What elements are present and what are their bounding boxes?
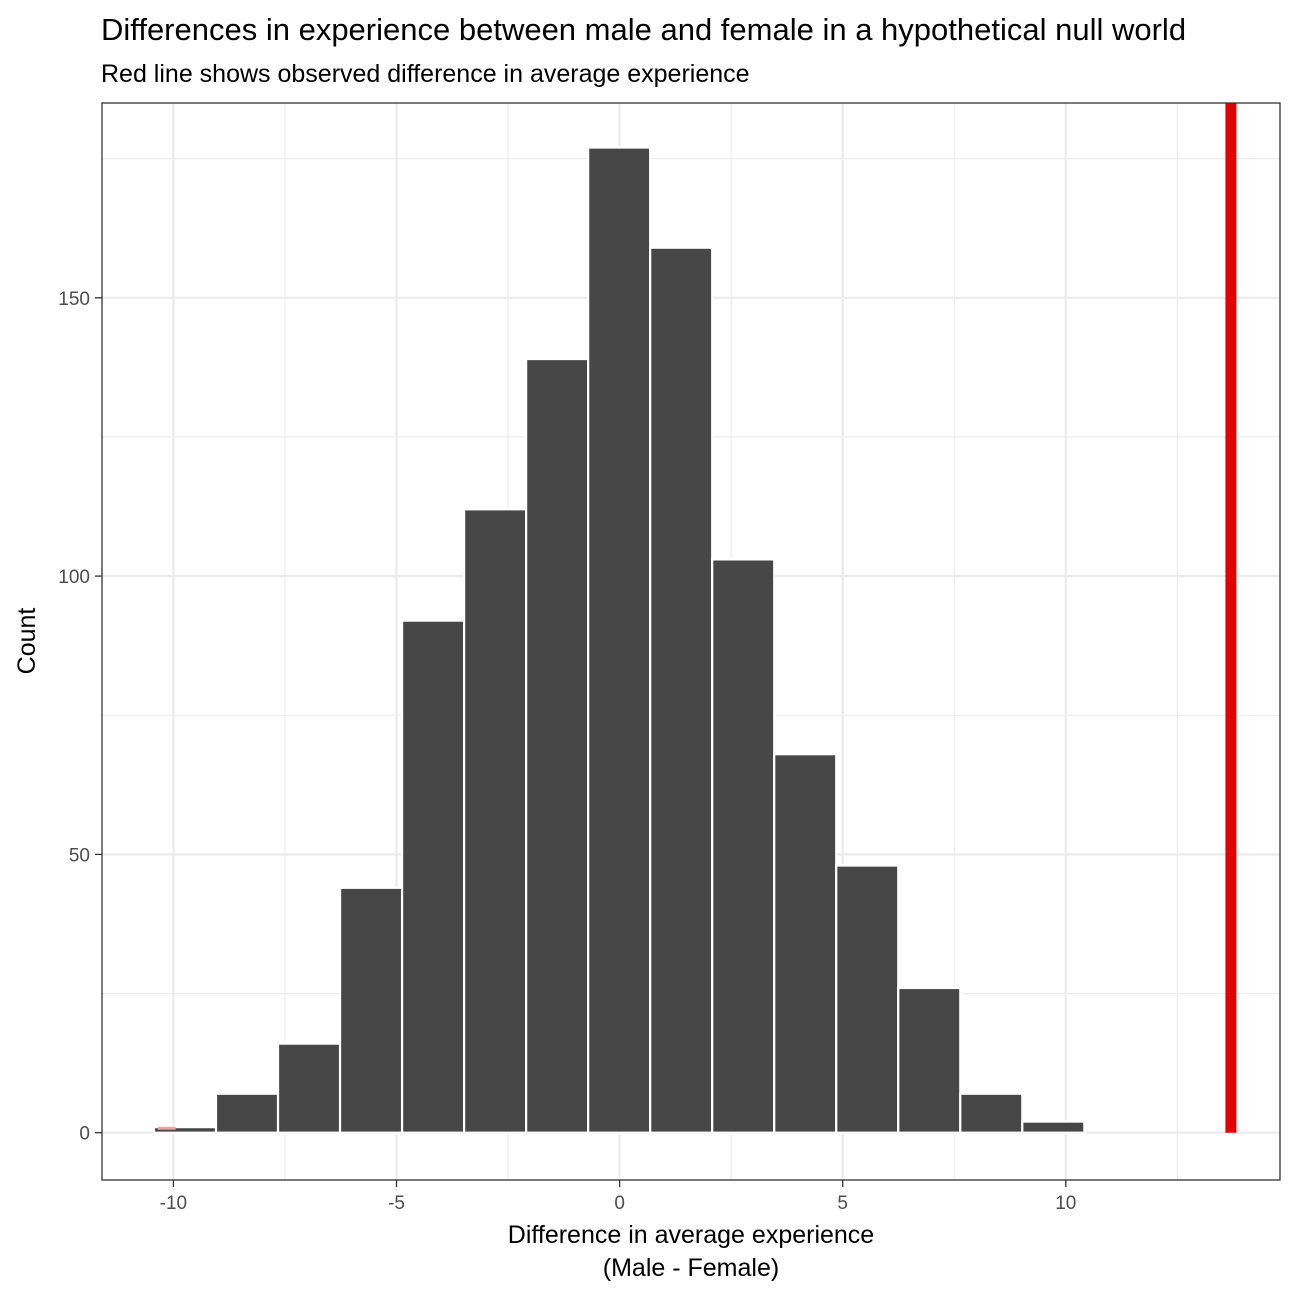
y-tick-label: 150 bbox=[58, 289, 90, 310]
histogram-bar bbox=[649, 246, 714, 1134]
y-axis-title: Count bbox=[13, 608, 41, 675]
y-tick-label: 50 bbox=[69, 845, 90, 866]
histogram-bar bbox=[773, 753, 838, 1134]
histogram-bar bbox=[338, 886, 404, 1134]
x-tick-label: 0 bbox=[614, 1193, 625, 1214]
x-tick-label: -10 bbox=[160, 1193, 187, 1214]
chart-title: Differences in experience between male a… bbox=[101, 12, 1186, 47]
histogram-bar bbox=[400, 619, 466, 1134]
plot-panel-border bbox=[101, 102, 1281, 1181]
histogram-bar bbox=[897, 986, 962, 1134]
histogram-bar bbox=[587, 146, 652, 1134]
histogram-bar bbox=[525, 357, 590, 1134]
x-axis-title: Difference in average experience bbox=[508, 1221, 874, 1249]
histogram-bar bbox=[1021, 1120, 1086, 1134]
y-tick-label: 100 bbox=[58, 567, 90, 588]
x-tick-label: 5 bbox=[837, 1193, 848, 1214]
histogram-bar bbox=[959, 1092, 1024, 1134]
x-tick-label: -5 bbox=[388, 1193, 405, 1214]
histogram-bar bbox=[835, 864, 900, 1134]
histogram-bar bbox=[276, 1042, 342, 1134]
histogram-bar bbox=[463, 508, 528, 1134]
histogram-bar bbox=[214, 1092, 280, 1134]
x-axis-subtitle: (Male - Female) bbox=[603, 1254, 779, 1282]
x-tick-label: 10 bbox=[1055, 1193, 1076, 1214]
histogram-bar bbox=[711, 558, 776, 1134]
observed-line-layer bbox=[157, 103, 1237, 1133]
chart-subtitle: Red line shows observed difference in av… bbox=[101, 60, 750, 88]
histogram-bars bbox=[152, 146, 1086, 1134]
y-tick-label: 0 bbox=[79, 1124, 90, 1145]
